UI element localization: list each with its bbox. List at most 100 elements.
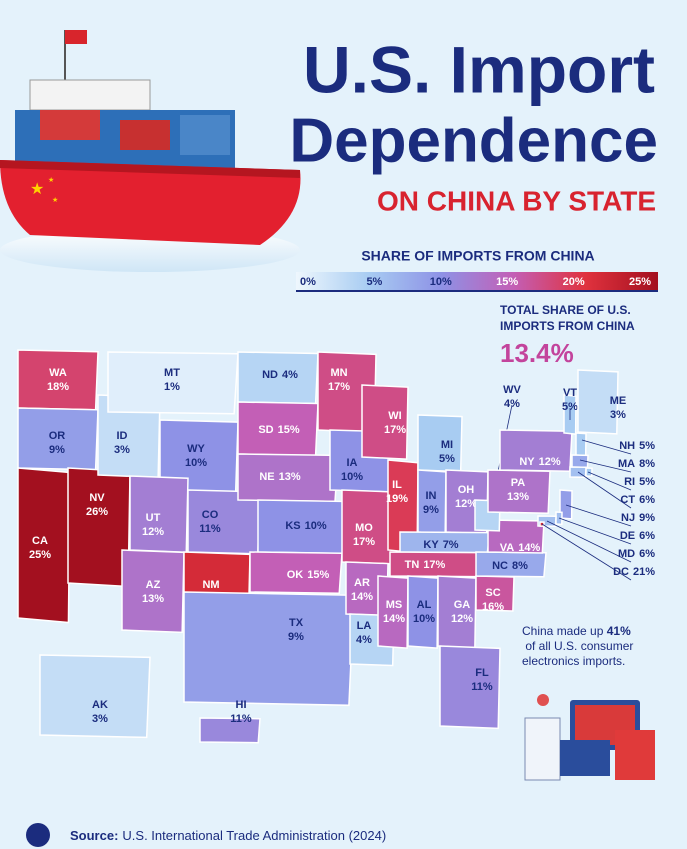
- state-value: 14%: [351, 591, 373, 603]
- state-value: 9%: [49, 444, 65, 456]
- state-value: 17%: [328, 381, 350, 393]
- state-value: 8%: [512, 560, 528, 572]
- state-label: TN 17%: [405, 559, 446, 571]
- leader-line: [587, 471, 632, 491]
- state-abbr: TN: [405, 559, 420, 571]
- state-abbr: RI: [624, 476, 635, 488]
- state-label: CT 6%: [620, 494, 655, 506]
- state-value: 18%: [47, 381, 69, 393]
- svg-text:★: ★: [30, 181, 44, 198]
- state-abbr: NV: [89, 492, 105, 504]
- total-value: 13.4%: [500, 338, 574, 368]
- state-label: KY 7%: [423, 539, 458, 551]
- state: [417, 469, 447, 535]
- state: [107, 351, 239, 415]
- state-abbr: KY: [423, 539, 439, 551]
- state: [577, 369, 619, 435]
- state-abbr: MS: [386, 599, 403, 611]
- state-value: 3%: [610, 409, 626, 421]
- state-abbr: SD: [258, 424, 273, 436]
- state-abbr: KS: [285, 520, 300, 532]
- legend-tick-label: 10%: [430, 276, 452, 288]
- state: [237, 351, 319, 405]
- state: [17, 349, 99, 411]
- state-abbr: GA: [454, 599, 471, 611]
- state-abbr: HI: [236, 699, 247, 711]
- state-label: KS 10%: [285, 520, 327, 532]
- state-value: 5%: [639, 440, 655, 452]
- state: [67, 467, 131, 588]
- state-abbr: WI: [388, 410, 401, 422]
- state-abbr: OH: [458, 484, 475, 496]
- state-label: DE 6%: [620, 530, 655, 542]
- state-abbr: IA: [347, 457, 358, 469]
- legend-tick-label: 15%: [496, 276, 518, 288]
- state-abbr: WY: [187, 443, 205, 455]
- state-abbr: AR: [354, 577, 370, 589]
- state-value: 3%: [114, 444, 130, 456]
- state-abbr: SC: [485, 587, 500, 599]
- legend-bar: [296, 272, 658, 290]
- state-value: 10%: [341, 471, 363, 483]
- state-value: 10%: [305, 520, 327, 532]
- legend-tick-label: 0%: [300, 276, 316, 288]
- state: [439, 645, 501, 730]
- state: [559, 489, 573, 520]
- state-value: 9%: [639, 512, 655, 524]
- leader-line: [558, 517, 632, 545]
- state-abbr: MD: [618, 548, 635, 560]
- state-value: 5%: [439, 453, 455, 465]
- state-abbr: ME: [610, 395, 627, 407]
- state-label: MD 6%: [618, 548, 655, 560]
- state-abbr: AZ: [146, 579, 161, 591]
- state-abbr: MI: [441, 439, 453, 451]
- state-abbr: NY: [519, 456, 535, 468]
- state: [257, 499, 349, 555]
- state-value: 11%: [230, 713, 252, 725]
- state-abbr: DE: [620, 530, 635, 542]
- state-value: 4%: [504, 398, 520, 410]
- state: [39, 654, 151, 739]
- state-value: 12%: [539, 456, 561, 468]
- state-abbr: NE: [259, 471, 274, 483]
- state-abbr: CO: [202, 509, 219, 521]
- state-abbr: NC: [492, 560, 508, 572]
- state-label: DC 21%: [613, 566, 655, 578]
- state-abbr: TX: [289, 617, 304, 629]
- state-value: 25%: [29, 549, 51, 561]
- state-abbr: VT: [563, 387, 577, 399]
- state-abbr: AK: [92, 699, 108, 711]
- state-abbr: NJ: [621, 512, 635, 524]
- state: [199, 717, 261, 744]
- state-label: NE 13%: [259, 471, 301, 483]
- state-label: SD 15%: [258, 424, 300, 436]
- state-value: 4%: [356, 634, 372, 646]
- legend-tick-label: 20%: [563, 276, 585, 288]
- state-value: 13%: [142, 593, 164, 605]
- state-abbr: ND: [262, 369, 278, 381]
- state-label: OK 15%: [287, 569, 330, 581]
- state: [121, 549, 185, 634]
- state-abbr: NH: [619, 440, 635, 452]
- subtitle: ON CHINA BY STATE: [377, 185, 656, 216]
- state-value: 14%: [518, 542, 540, 554]
- source: Source: U.S. International Trade Administ…: [70, 828, 386, 843]
- state-value: 12%: [451, 613, 473, 625]
- svg-text:★: ★: [52, 196, 58, 204]
- state-value: 3%: [92, 713, 108, 725]
- state-value: 12%: [455, 498, 477, 510]
- state-value: 17%: [423, 559, 445, 571]
- state-label: NH 5%: [619, 440, 655, 452]
- state-label: VA 14%: [500, 542, 541, 554]
- state-label: RI 5%: [624, 476, 655, 488]
- state-value: 11%: [199, 523, 221, 535]
- state-value: 6%: [639, 548, 655, 560]
- state-abbr: PA: [511, 477, 526, 489]
- state-value: 21%: [633, 566, 655, 578]
- state-abbr: IL: [392, 479, 402, 491]
- state-value: 4%: [282, 369, 298, 381]
- state: [499, 429, 573, 472]
- legend-title: SHARE OF IMPORTS FROM CHINA: [361, 248, 594, 264]
